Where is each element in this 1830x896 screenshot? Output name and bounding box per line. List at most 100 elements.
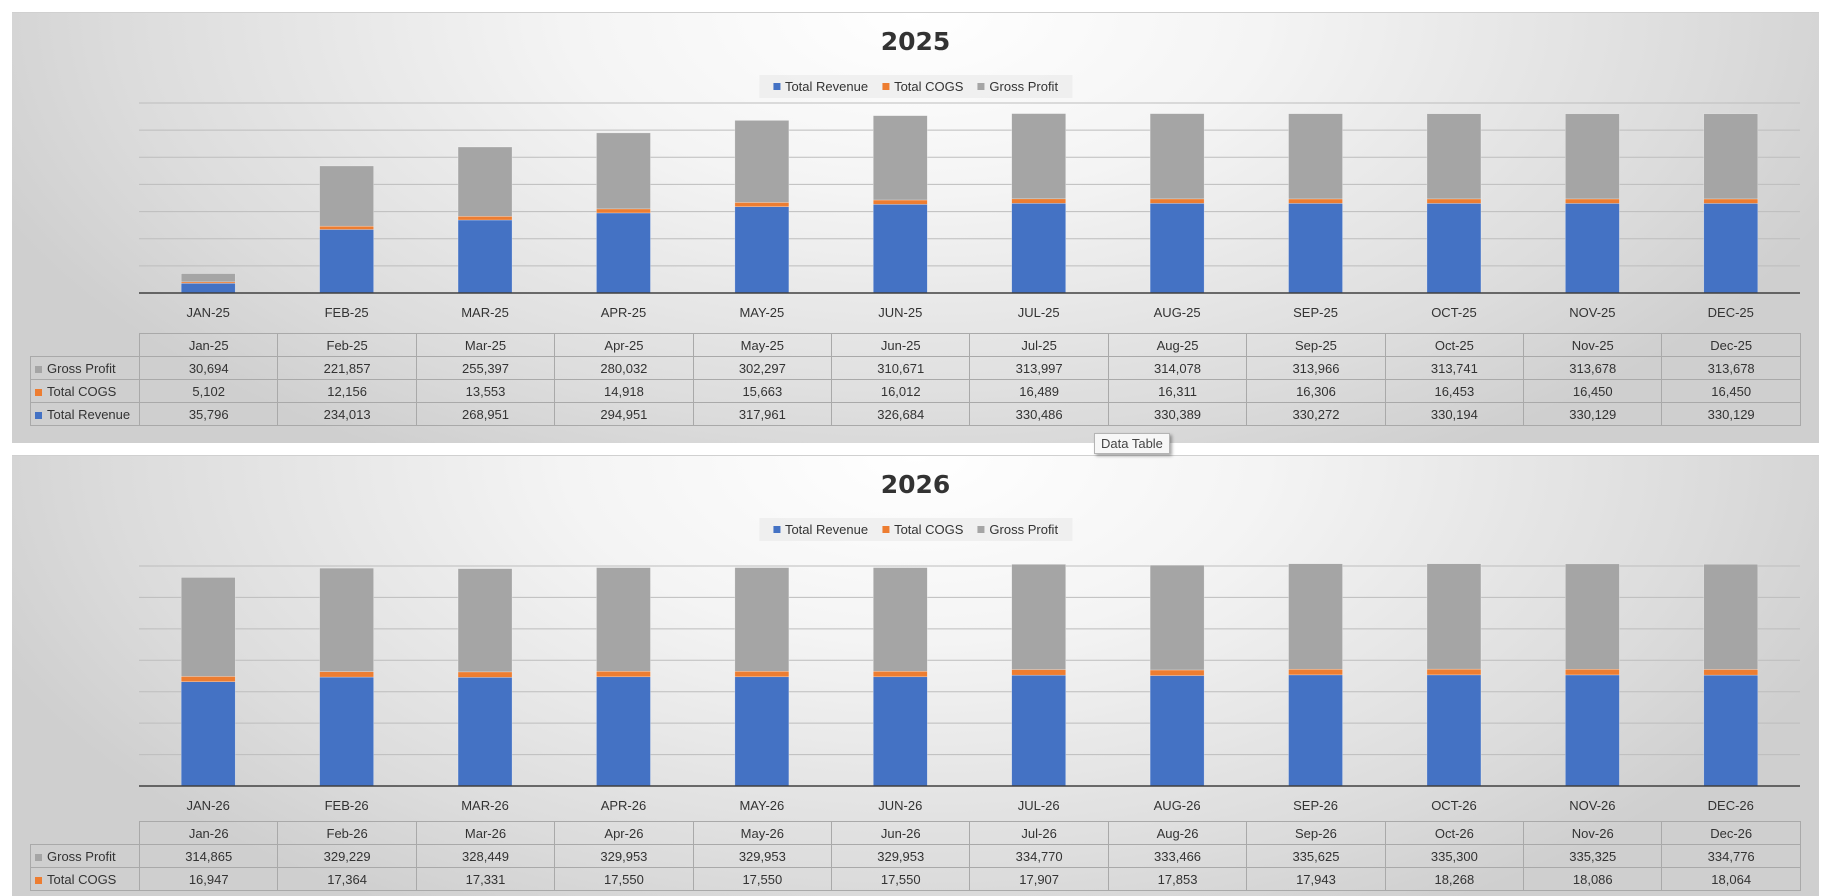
table-header-cell: Oct-26	[1384, 821, 1525, 845]
table-cell: 16,012	[831, 379, 971, 403]
legend-key-swatch	[35, 411, 42, 419]
bar-gross-profit	[1149, 113, 1205, 200]
table-row-label: Total COGS	[30, 379, 140, 403]
table-cell: 16,489	[969, 379, 1109, 403]
bar-gross-profit	[873, 115, 928, 201]
x-tick-label: APR-26	[601, 798, 647, 813]
plot-area: JAN-25 FEB-25 MAR-25 APR-25 MAY-25 JUN-25 JUL-…	[139, 102, 1800, 320]
table-header-cell: Oct-25	[1384, 333, 1525, 357]
bar-total-cogs	[1288, 198, 1343, 204]
chart-title: 2026	[880, 470, 951, 499]
table-cell: 335,300	[1384, 844, 1525, 868]
table-header-cell: Sep-26	[1246, 821, 1386, 845]
table-cell: 16,453	[1384, 379, 1525, 403]
bar-total-cogs	[319, 225, 374, 230]
bar-total-cogs	[1426, 198, 1482, 204]
table-cell: 5,102	[138, 379, 279, 403]
table-cell: 18,086	[1523, 867, 1663, 891]
bar-total-cogs	[1565, 198, 1620, 204]
bar-gross-profit	[180, 273, 236, 283]
bar-total-revenue	[319, 229, 374, 294]
x-tick-label: SEP-25	[1293, 305, 1338, 320]
table-cell: 329,953	[692, 844, 833, 868]
bar-total-cogs	[873, 199, 928, 205]
bar-total-cogs	[457, 216, 513, 221]
table-cell: 14,918	[554, 379, 694, 403]
table-header-cell: Feb-26	[277, 821, 417, 845]
x-tick-label: APR-25	[601, 305, 647, 320]
legend-swatch	[882, 526, 890, 533]
x-tick-label: DEC-26	[1708, 798, 1754, 813]
table-cell: 18,064	[1661, 867, 1801, 891]
bar-total-cogs	[873, 671, 928, 678]
table-cell: 16,450	[1523, 379, 1663, 403]
table-row-label: Total COGS	[30, 867, 140, 891]
table-cell: 314,078	[1107, 356, 1248, 380]
table-cell: 17,550	[692, 867, 833, 891]
legend-item: Gross Profit	[977, 79, 1058, 94]
bar-gross-profit	[596, 567, 651, 672]
table-header-cell: Dec-25	[1661, 333, 1801, 357]
bar-gross-profit	[319, 567, 374, 672]
table-cell: 35,796	[138, 402, 279, 426]
table-cell: 17,331	[415, 867, 556, 891]
bar-total-revenue	[1703, 203, 1759, 294]
table-cell: 330,389	[1107, 402, 1248, 426]
chart-legend: Total Revenue Total COGS Gross Profit	[758, 518, 1073, 541]
table-row: Gross Profit 30,694 221,857 255,397 280,032 3…	[30, 356, 1801, 380]
legend-key-swatch	[35, 876, 42, 884]
table-header-row: Jan-25 Feb-25 Mar-25 Apr-25 May-25 Jun-25 Jul-…	[31, 333, 1801, 357]
table-cell: 30,694	[138, 356, 279, 380]
bar-gross-profit	[873, 567, 928, 672]
legend-swatch	[977, 83, 985, 90]
bar-total-revenue	[1149, 203, 1205, 294]
bar-total-revenue	[734, 676, 790, 787]
bar-total-cogs	[180, 676, 236, 682]
legend-swatch	[977, 526, 985, 533]
x-tick-label: JUL-26	[1018, 798, 1060, 813]
bar-total-cogs	[1288, 668, 1343, 676]
table-row: Total COGS 16,947 17,364 17,331 17,550 17,550…	[30, 867, 1801, 891]
bar-gross-profit	[1426, 113, 1482, 200]
table-header-cell: Mar-25	[415, 333, 556, 357]
table-cell: 330,272	[1246, 402, 1386, 426]
x-tick-label: JAN-25	[187, 305, 230, 320]
table-cell: 268,951	[415, 402, 556, 426]
bar-total-cogs	[1149, 198, 1205, 204]
table-corner	[31, 822, 140, 845]
bar-total-revenue	[734, 206, 790, 294]
table-header-cell: Jun-26	[831, 821, 971, 845]
table-row-label: Gross Profit	[30, 356, 140, 380]
table-header-cell: May-26	[692, 821, 833, 845]
table-header-cell: Feb-25	[277, 333, 417, 357]
table-cell: 15,663	[692, 379, 833, 403]
bar-total-revenue	[596, 676, 651, 787]
x-tick-label: OCT-25	[1431, 305, 1477, 320]
data-table: Jan-25 Feb-25 Mar-25 Apr-25 May-25 Jun-25 Jul-…	[30, 333, 1801, 426]
table-cell: 17,907	[969, 867, 1109, 891]
table-header-cell: Mar-26	[415, 821, 556, 845]
bar-total-cogs	[596, 671, 651, 678]
table-cell: 313,678	[1523, 356, 1663, 380]
table-cell: 16,947	[138, 867, 279, 891]
table-header-cell: Jan-25	[138, 333, 279, 357]
table-row: Gross Profit 314,865 329,229 328,449 329,953…	[30, 844, 1801, 868]
bar-total-cogs	[1703, 198, 1759, 204]
x-tick-label: MAR-26	[461, 798, 509, 813]
chart-legend: Total Revenue Total COGS Gross Profit	[758, 75, 1073, 98]
legend-label: Total Revenue	[784, 522, 869, 537]
legend-key-swatch	[35, 388, 42, 396]
legend-key-swatch	[35, 365, 42, 373]
bar-total-revenue	[1149, 675, 1205, 787]
x-tick-label: DEC-25	[1708, 305, 1754, 320]
legend-label: Total COGS	[894, 79, 964, 94]
bar-gross-profit	[1288, 563, 1343, 670]
legend-swatch	[772, 526, 780, 533]
table-cell: 12,156	[277, 379, 417, 403]
bar-total-revenue	[873, 676, 928, 787]
table-cell: 317,961	[692, 402, 833, 426]
legend-swatch	[772, 83, 780, 90]
table-cell: 313,997	[969, 356, 1109, 380]
bar-gross-profit	[1288, 113, 1343, 200]
legend-swatch	[882, 83, 890, 90]
